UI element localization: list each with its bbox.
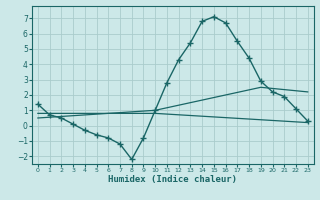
X-axis label: Humidex (Indice chaleur): Humidex (Indice chaleur)	[108, 175, 237, 184]
